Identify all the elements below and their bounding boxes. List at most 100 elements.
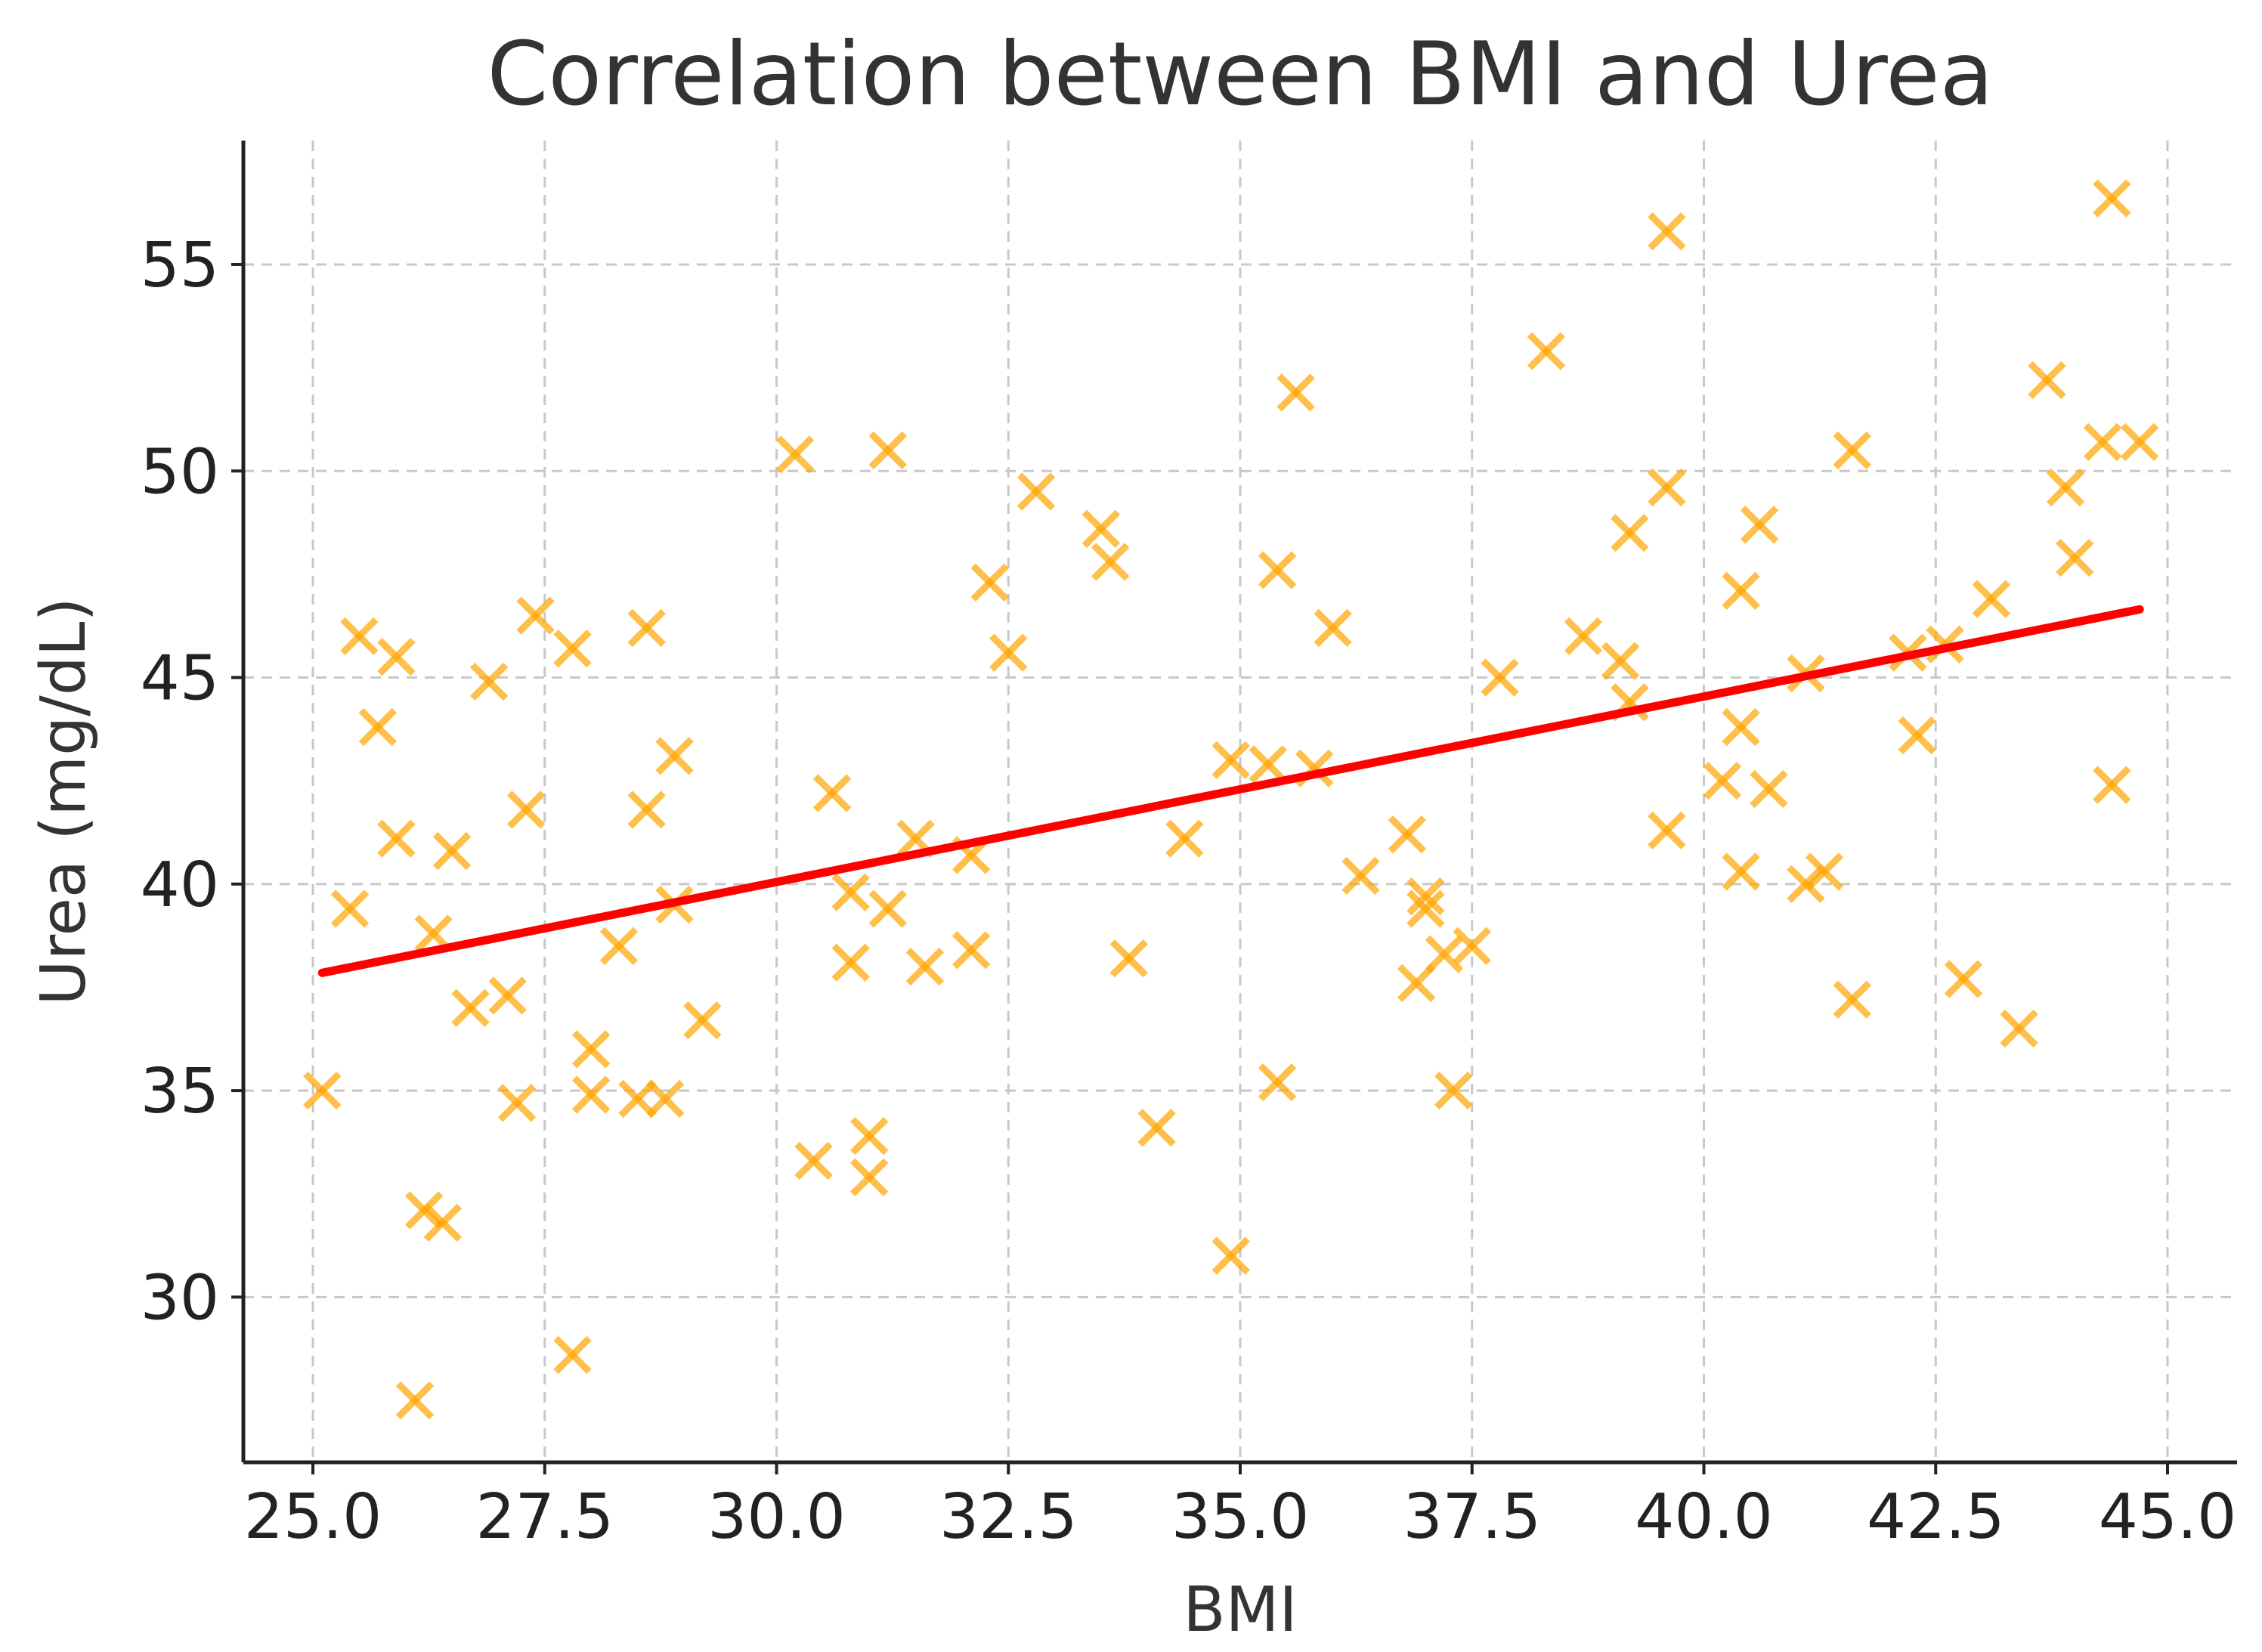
x-tick-label: 42.5 <box>1867 1481 2005 1553</box>
data-point-marker <box>303 1071 342 1110</box>
marker-stroke <box>1276 373 1315 412</box>
marker-stroke <box>831 873 870 911</box>
marker-stroke <box>1388 815 1427 854</box>
data-point-marker <box>1601 642 1640 680</box>
marker-stroke <box>627 608 666 648</box>
data-point-marker <box>1314 608 1352 648</box>
data-point-marker <box>2000 1009 2038 1048</box>
marker-stroke <box>868 431 907 470</box>
marker-stroke <box>1109 939 1148 978</box>
data-point-marker <box>952 931 991 970</box>
marker-stroke <box>850 1117 889 1155</box>
data-point-marker <box>1081 509 1121 548</box>
marker-stroke <box>775 435 815 474</box>
data-point-marker <box>1258 551 1297 589</box>
marker-stroke <box>683 1001 722 1040</box>
marker-stroke <box>1425 935 1464 973</box>
marker-stroke <box>989 633 1028 672</box>
marker-stroke <box>2093 179 2131 218</box>
data-point-marker <box>432 831 472 871</box>
data-point-marker <box>1648 212 1686 251</box>
y-tick-label: 55 <box>141 230 219 302</box>
data-point-marker <box>395 1381 435 1420</box>
marker-stroke <box>488 976 527 1015</box>
marker-stroke <box>618 1079 657 1118</box>
marker-stroke <box>1611 514 1649 552</box>
marker-stroke <box>1258 1063 1297 1102</box>
data-point-marker <box>377 638 416 676</box>
data-point-marker <box>553 1335 592 1375</box>
data-point-marker <box>340 617 379 656</box>
data-point-marker <box>1722 852 1760 891</box>
data-point-marker <box>1388 815 1427 854</box>
data-point-marker <box>1944 960 1983 998</box>
marker-stroke <box>414 914 453 953</box>
data-point-marker <box>1722 707 1760 747</box>
marker-stroke <box>405 1191 444 1230</box>
data-point-marker <box>2093 766 2131 804</box>
data-point-marker <box>330 889 370 928</box>
marker-stroke <box>553 1335 592 1375</box>
marker-stroke <box>831 943 870 982</box>
marker-stroke <box>1944 960 1983 998</box>
marker-stroke <box>970 563 1009 602</box>
data-point-marker <box>1750 769 1788 809</box>
marker-stroke <box>553 630 592 668</box>
data-point-marker <box>794 1141 833 1180</box>
marker-stroke <box>655 737 694 775</box>
data-point-marker <box>1972 580 2011 618</box>
data-point-marker <box>655 737 694 775</box>
data-point-marker <box>599 927 639 965</box>
data-point-marker <box>1527 332 1566 370</box>
data-point-marker <box>1211 741 1250 780</box>
marker-stroke <box>2120 422 2159 462</box>
marker-stroke <box>1740 506 1779 544</box>
data-point-marker <box>868 889 907 928</box>
marker-stroke <box>1722 707 1760 747</box>
marker-stroke <box>1165 819 1204 858</box>
x-tick-label: 45.0 <box>2099 1481 2237 1553</box>
marker-stroke <box>1249 745 1287 784</box>
marker-stroke <box>1898 716 1936 755</box>
data-point-marker <box>627 608 666 648</box>
x-tick-label: 40.0 <box>1635 1481 1773 1553</box>
marker-stroke <box>850 1158 889 1197</box>
marker-stroke <box>2046 468 2085 507</box>
data-point-marker <box>1833 980 1871 1019</box>
scatter-markers <box>303 179 2159 1420</box>
marker-stroke <box>507 790 546 829</box>
marker-stroke <box>1722 852 1760 891</box>
marker-stroke <box>1211 741 1250 780</box>
data-point-marker <box>775 435 815 474</box>
marker-stroke <box>2083 422 2122 462</box>
marker-stroke <box>1481 658 1519 697</box>
marker-stroke <box>423 1203 462 1242</box>
data-point-marker <box>850 1158 889 1197</box>
data-point-marker <box>683 1001 722 1040</box>
marker-stroke <box>1406 889 1445 928</box>
data-point-marker <box>358 707 398 747</box>
marker-stroke <box>1397 964 1436 1003</box>
data-point-marker <box>868 431 907 470</box>
marker-stroke <box>303 1071 342 1110</box>
data-point-marker <box>1091 543 1130 581</box>
data-point-marker <box>516 596 555 635</box>
data-point-marker <box>1898 716 1936 755</box>
data-point-marker <box>553 630 592 668</box>
data-point-marker <box>507 790 546 829</box>
grid <box>243 141 2237 1462</box>
y-tick-label: 45 <box>141 643 219 715</box>
marker-stroke <box>1648 468 1686 507</box>
marker-stroke <box>516 596 555 635</box>
marker-stroke <box>1081 509 1121 548</box>
marker-stroke <box>1017 472 1056 511</box>
data-point-marker <box>618 1079 657 1118</box>
data-point-marker <box>831 873 870 911</box>
data-point-marker <box>970 563 1009 602</box>
data-point-marker <box>627 790 666 829</box>
data-point-marker <box>1787 865 1825 903</box>
marker-stroke <box>1750 769 1788 809</box>
y-axis-label: Urea (mg/dL) <box>28 598 100 1006</box>
marker-stroke <box>571 1030 611 1069</box>
